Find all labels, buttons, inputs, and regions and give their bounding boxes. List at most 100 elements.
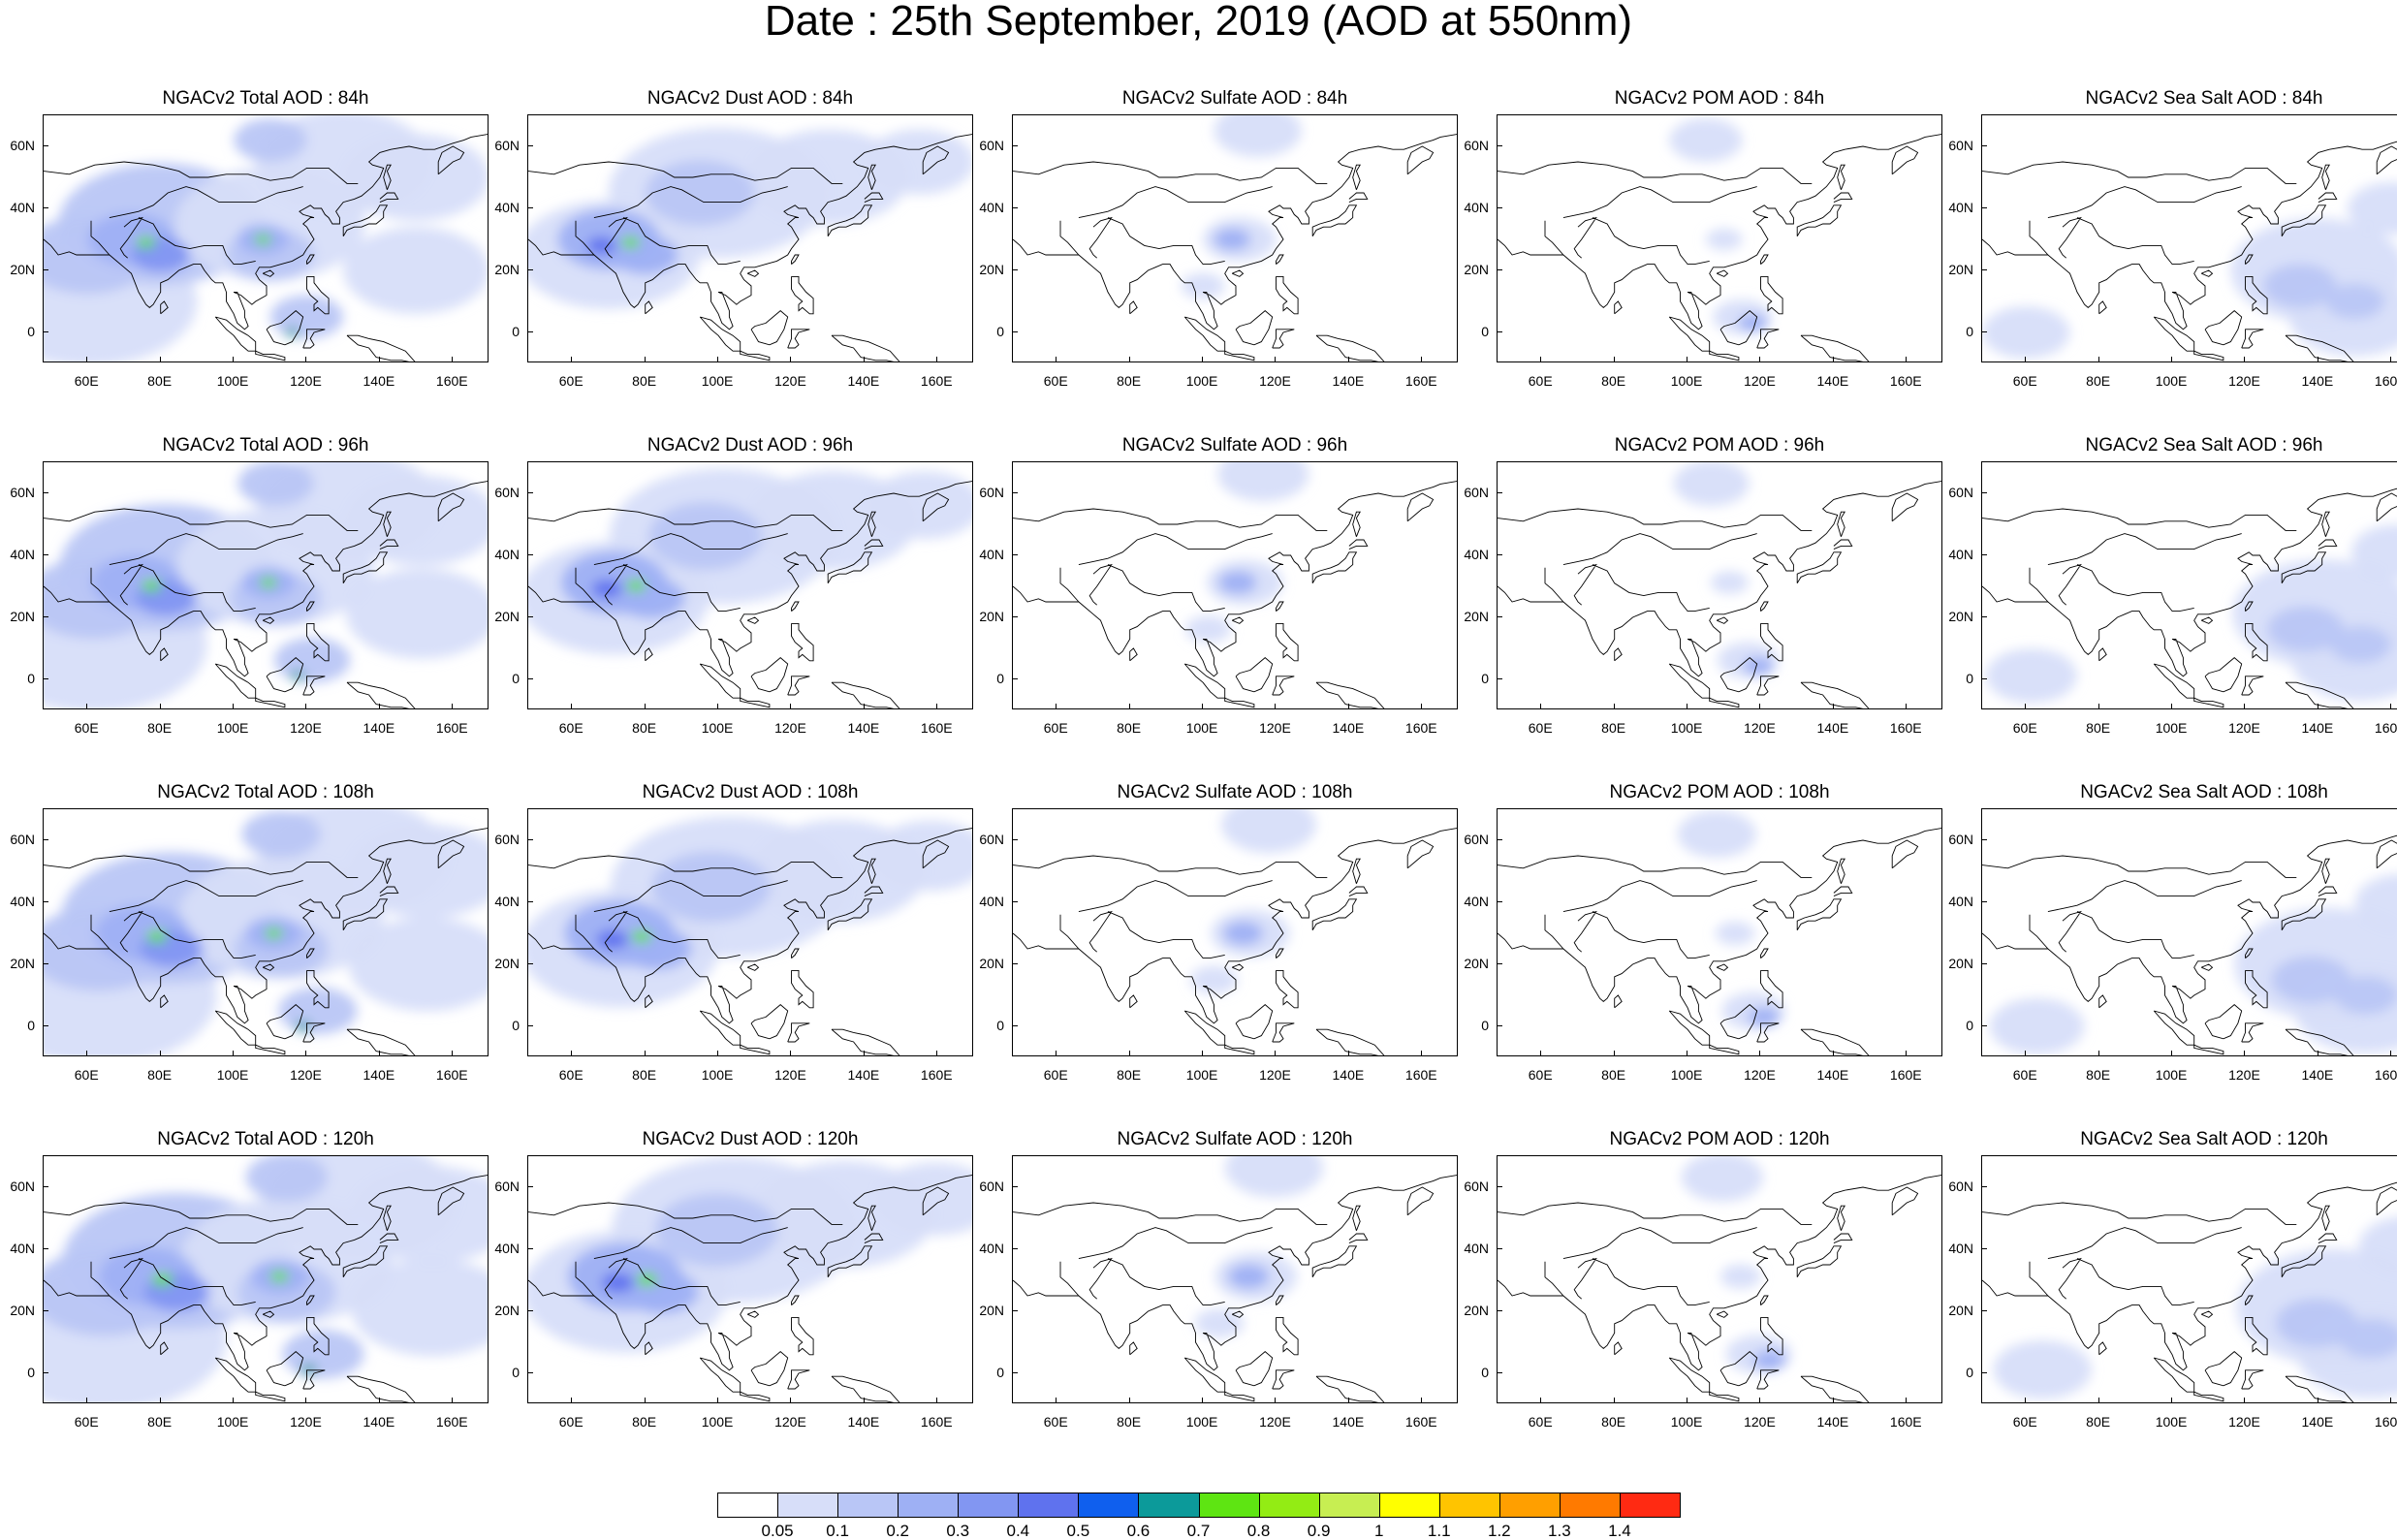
map-panel-dust-120h: NGACv2 Dust AOD : 120h 60N 40N 20N 0 60E 80E 10… [494,1130,973,1450]
lat-tick-label: 60N [10,1179,35,1194]
lon-tick-label: 120E [1259,1414,1291,1430]
map-frame [1981,808,2397,1056]
aod-contour [146,930,168,943]
lon-tick [1128,357,1130,362]
map-panel-sulfate-96h: NGACv2 Sulfate AOD : 96h 60N 40N 20N 0 60E 80E… [979,436,1458,756]
lon-tick [863,1051,865,1056]
colorbar-label: 0.3 [946,1522,970,1540]
lon-tick [644,357,646,362]
lon-tick-label: 80E [147,1067,173,1083]
lon-tick [936,1051,938,1056]
lon-tick-label: 140E [1816,373,1849,389]
lon-tick-label: 160E [2374,1414,2397,1430]
aod-field [1677,810,1785,1030]
lon-tick [1128,1398,1130,1403]
colorbar-label: 1.4 [1608,1522,1631,1540]
aod-contour [2271,956,2351,1004]
aod-contour [345,568,488,659]
lon-tick-label: 140E [847,1414,880,1430]
aod-contour [265,927,283,939]
lon-tick [2390,704,2392,709]
lon-tick [159,357,161,362]
lon-tick [1056,357,1057,362]
colorbar-labels: 0.05 0.1 0.2 0.3 0.4 0.5 0.6 0.7 0.8 0.9 1 1.1 1.2 1.… [717,1522,1680,1540]
aod-contour [1993,1340,2092,1399]
lon-tick-label: 60E [1528,1067,1553,1083]
lat-tick-label: 40N [1948,894,1973,909]
aod-field [528,1156,972,1353]
lon-tick [717,1398,719,1403]
lon-tick [2171,357,2173,362]
lon-tick [1613,357,1615,362]
lat-tick [527,901,533,902]
lat-tick-label: 60N [1948,832,1973,847]
lat-tick-label: 40N [10,1241,35,1256]
aod-contour [1214,228,1251,251]
aod-contour [142,580,162,592]
lon-tick [1421,1051,1423,1056]
aod-contour [1715,921,1755,946]
aod-contour [269,295,344,339]
coastline [1982,834,2397,1055]
lon-tick [305,1398,307,1403]
lon-tick [1056,1051,1057,1056]
aod-contour [651,851,771,923]
lon-tick [2097,704,2099,709]
aod-field [1989,874,2397,1055]
lon-tick [790,704,792,709]
lat-tick [43,554,48,555]
lon-tick [571,1398,573,1403]
lat-tick-label: 40N [494,200,520,215]
aod-contour [1185,615,1232,644]
lon-tick [1540,1398,1542,1403]
lon-tick-label: 100E [216,1414,249,1430]
lon-tick [2244,1051,2246,1056]
coastline [528,481,972,708]
lat-tick-label: 20N [1464,956,1489,971]
lon-tick-label: 80E [1601,720,1626,736]
lon-tick-label: 100E [1670,1414,1703,1430]
aod-contour [2348,182,2397,235]
lat-tick [1981,1186,1987,1187]
map-frame [1981,461,2397,709]
lat-tick-label: 40N [1464,1241,1489,1256]
lat-tick [1012,207,1018,208]
lat-tick-label: 20N [494,609,520,624]
lat-tick-label: 20N [494,956,520,971]
lat-tick [527,492,533,493]
colorbar-swatch [1018,1493,1080,1518]
lon-tick-label: 80E [1117,1067,1142,1083]
lat-tick-label: 40N [1464,200,1489,215]
lon-tick [1759,1398,1761,1403]
lat-tick-label: 40N [979,200,1004,215]
lat-tick [1012,678,1018,679]
lat-tick-label: 0 [1966,1018,1973,1033]
lat-tick-label: 40N [10,547,35,562]
lat-tick-label: 0 [1966,671,1973,686]
colorbar-swatch [777,1493,839,1518]
lon-tick-label: 100E [701,373,734,389]
lon-tick-label: 160E [1404,720,1437,736]
aod-map [528,1156,972,1402]
map-panel-seasalt-96h: NGACv2 Sea Salt AOD : 96h 60N 40N 20N 0 60E 80… [1948,436,2397,756]
lon-tick-label: 140E [1816,1067,1849,1083]
lon-tick-label: 140E [363,1414,395,1430]
lat-tick-label: 40N [1464,894,1489,909]
aod-contour [343,227,488,314]
lat-tick-label: 0 [27,671,35,686]
lat-tick [1497,901,1502,902]
map-frame [43,114,489,362]
lat-tick-label: 20N [10,1303,35,1318]
lon-tick [1347,1398,1349,1403]
lat-tick [43,1025,48,1026]
lat-tick [1981,492,1987,493]
map-frame [1497,114,1942,362]
aod-contour [1743,657,1775,676]
lat-tick [1497,1310,1502,1311]
panel-title: NGACv2 Sea Salt AOD : 120h [2080,1129,2328,1149]
map-frame [1497,461,1942,709]
lon-tick-label: 140E [1332,1067,1365,1083]
lon-tick-label: 80E [147,720,173,736]
colorbar-swatch [1198,1493,1260,1518]
aod-map [1498,118,1941,361]
